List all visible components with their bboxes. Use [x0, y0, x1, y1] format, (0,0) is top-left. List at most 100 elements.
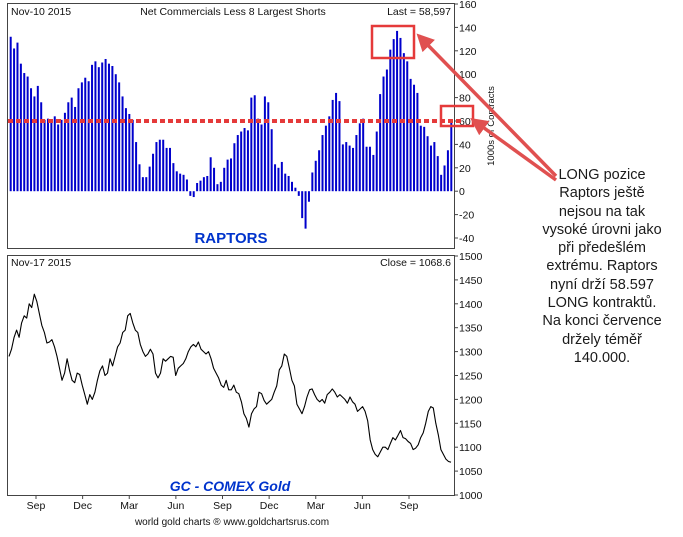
gold-x-tick-label: Sep [27, 500, 46, 512]
raptors-bar [331, 99, 334, 192]
gold-date-label: Nov-17 2015 [11, 257, 71, 269]
raptors-bar [291, 181, 294, 192]
raptors-bar [179, 173, 182, 192]
gold-y-tick-label: 1150 [459, 418, 482, 430]
gold-y-tick-label: 1250 [459, 371, 483, 383]
raptors-bar [304, 191, 307, 229]
raptors-bar [348, 145, 351, 192]
raptors-bar [216, 184, 219, 192]
gold-y-tick-label: 1200 [459, 394, 483, 406]
raptors-bar [314, 160, 317, 192]
gold-panel-frame [7, 255, 455, 496]
raptors-bar [267, 102, 270, 192]
raptors-bar [297, 191, 300, 196]
raptors-bar [406, 61, 409, 192]
raptors-y-tick-label: 140 [459, 22, 477, 34]
raptors-bar [240, 131, 243, 192]
raptors-bar [152, 153, 155, 192]
gold-close-label: Close = 1068.6 [380, 257, 451, 269]
raptors-bar [141, 177, 144, 192]
gold-x-tick-label: Mar [307, 500, 326, 512]
raptors-bar [419, 125, 422, 192]
raptors-bar [202, 177, 205, 192]
gold-x-tick-label: Jun [354, 500, 371, 512]
raptors-bar [246, 130, 249, 192]
raptors-bar [358, 123, 361, 192]
raptors-bar [111, 66, 114, 192]
raptors-bar [230, 158, 232, 192]
raptors-bar [392, 39, 395, 192]
gold-x-tick-label: Mar [120, 500, 139, 512]
raptors-bar [396, 30, 399, 192]
raptors-bar [63, 112, 66, 192]
raptors-bar [355, 135, 358, 192]
gold-price-line [8, 293, 452, 463]
raptors-y-tick-label: 20 [459, 163, 471, 175]
raptors-bar [196, 183, 199, 192]
raptors-bar [189, 191, 192, 196]
raptors-y-tick-label: -20 [459, 210, 474, 222]
raptors-bar [138, 164, 141, 192]
raptors-bar [33, 96, 36, 192]
arrow-to-current [470, 117, 558, 182]
raptors-bar [409, 78, 412, 192]
raptors-bar [294, 187, 297, 192]
raptors-bar [101, 62, 104, 192]
gold-x-tick-label: Dec [260, 500, 279, 512]
raptors-bar [233, 143, 236, 192]
raptors-bar [219, 181, 222, 192]
raptors-bar [128, 113, 131, 192]
raptors-bar [423, 126, 426, 192]
raptors-bar [345, 142, 348, 192]
raptors-bar [446, 150, 449, 192]
gold-y-tick-label: 1300 [459, 347, 483, 359]
raptors-bar [287, 175, 290, 192]
annotation-text: LONG pozice Raptors ještě nejsou na tak … [542, 167, 662, 366]
raptors-bar [274, 164, 277, 192]
gold-y-axis: 1000 1050 1100 1150 1200 1250 1300 1350 1400 1450… [454, 251, 483, 502]
raptors-bar [77, 88, 80, 192]
raptors-bar [182, 174, 185, 192]
raptors-bar [236, 135, 239, 192]
raptors-bar [263, 96, 266, 192]
raptors-bar [162, 139, 165, 192]
raptors-bar [168, 147, 171, 192]
gold-x-tick-label: Sep [400, 500, 419, 512]
raptors-y-tick-label: 40 [459, 139, 471, 151]
raptors-y-axis-label: 1000s of Contracts [486, 86, 497, 166]
raptors-bar [209, 157, 212, 192]
raptors-bar [172, 163, 175, 192]
raptors-bar [87, 81, 90, 192]
raptors-last-label: Last = 58,597 [387, 6, 451, 18]
raptors-y-tick-label: 0 [459, 186, 465, 198]
raptors-bar [450, 122, 453, 192]
raptors-bar [335, 92, 338, 192]
raptors-bar [148, 166, 151, 192]
raptors-bar [433, 142, 436, 192]
footer-credit: world gold charts ® www.goldchartsrus.co… [134, 517, 329, 528]
raptors-bar [223, 167, 226, 192]
raptors-panel-label: RAPTORS [194, 230, 267, 247]
raptors-y-tick-label: 100 [459, 69, 477, 81]
gold-y-tick-label: 1050 [459, 466, 483, 478]
raptors-y-axis: -40 -20 0 20 40 60 80 100 120 140 160 [454, 0, 477, 245]
raptors-bar [382, 76, 385, 192]
raptors-bar [16, 42, 19, 192]
raptors-bar [372, 154, 375, 192]
raptors-bar [30, 88, 33, 192]
raptors-bar [324, 125, 327, 192]
raptors-bar [70, 97, 73, 192]
raptors-bar [97, 67, 100, 192]
raptors-bar [104, 58, 107, 192]
raptors-bar [429, 145, 432, 192]
raptors-bar [379, 94, 382, 192]
raptors-bar [107, 63, 110, 192]
arrow-to-peak [416, 33, 558, 178]
raptors-bar [145, 177, 148, 192]
raptors-bar [57, 124, 60, 192]
gold-y-tick-label: 1350 [459, 323, 483, 335]
raptors-y-tick-label: 80 [459, 93, 471, 105]
gold-x-tick-label: Jun [167, 500, 184, 512]
raptors-bar [9, 36, 12, 192]
